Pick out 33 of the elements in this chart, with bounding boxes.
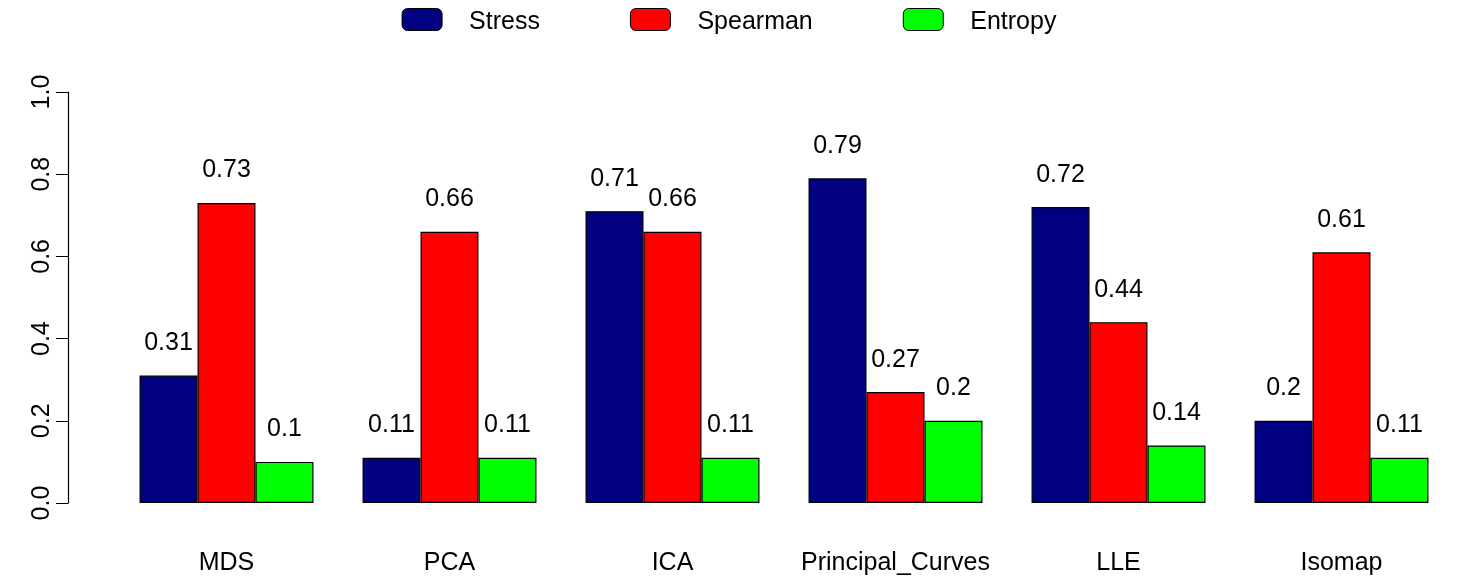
data-label: 0.66: [648, 183, 697, 212]
y-tick-label: 1.0: [25, 74, 54, 110]
data-label: 0.1: [267, 413, 302, 442]
y-tick-label: 0.4: [25, 321, 54, 356]
x-tick-label: Isomap: [1300, 546, 1383, 575]
data-label: 0.11: [368, 409, 415, 438]
legend-label: Entropy: [970, 5, 1057, 34]
x-tick-label: PCA: [423, 546, 476, 575]
legend-label: Stress: [469, 5, 540, 34]
legend-label: Spearman: [697, 5, 813, 34]
data-label: 0.27: [871, 343, 920, 372]
x-tick-label: LLE: [1096, 546, 1141, 575]
y-tick-label: 0.8: [25, 156, 54, 192]
y-tick-label: 0.6: [25, 239, 54, 274]
data-label: 0.44: [1094, 273, 1143, 302]
data-label: 0.11: [1376, 409, 1423, 438]
data-label: 0.11: [484, 409, 531, 438]
data-label: 0.66: [425, 183, 474, 212]
data-label: 0.11: [707, 409, 754, 438]
data-label: 0.14: [1152, 396, 1201, 425]
x-tick-label: Principal_Curves: [801, 546, 990, 575]
data-label: 0.31: [144, 327, 193, 356]
data-label: 0.73: [202, 154, 251, 183]
data-label: 0.79: [813, 129, 862, 158]
data-label: 0.72: [1036, 158, 1085, 187]
data-label: 0.2: [1266, 372, 1301, 401]
x-tick-label: ICA: [651, 546, 694, 575]
x-tick-label: MDS: [198, 546, 255, 575]
data-label: 0.2: [936, 372, 971, 401]
y-tick-label: 0.0: [25, 485, 54, 521]
y-tick-label: 0.2: [25, 403, 54, 439]
data-label: 0.71: [590, 162, 639, 191]
data-label: 0.61: [1317, 203, 1366, 232]
